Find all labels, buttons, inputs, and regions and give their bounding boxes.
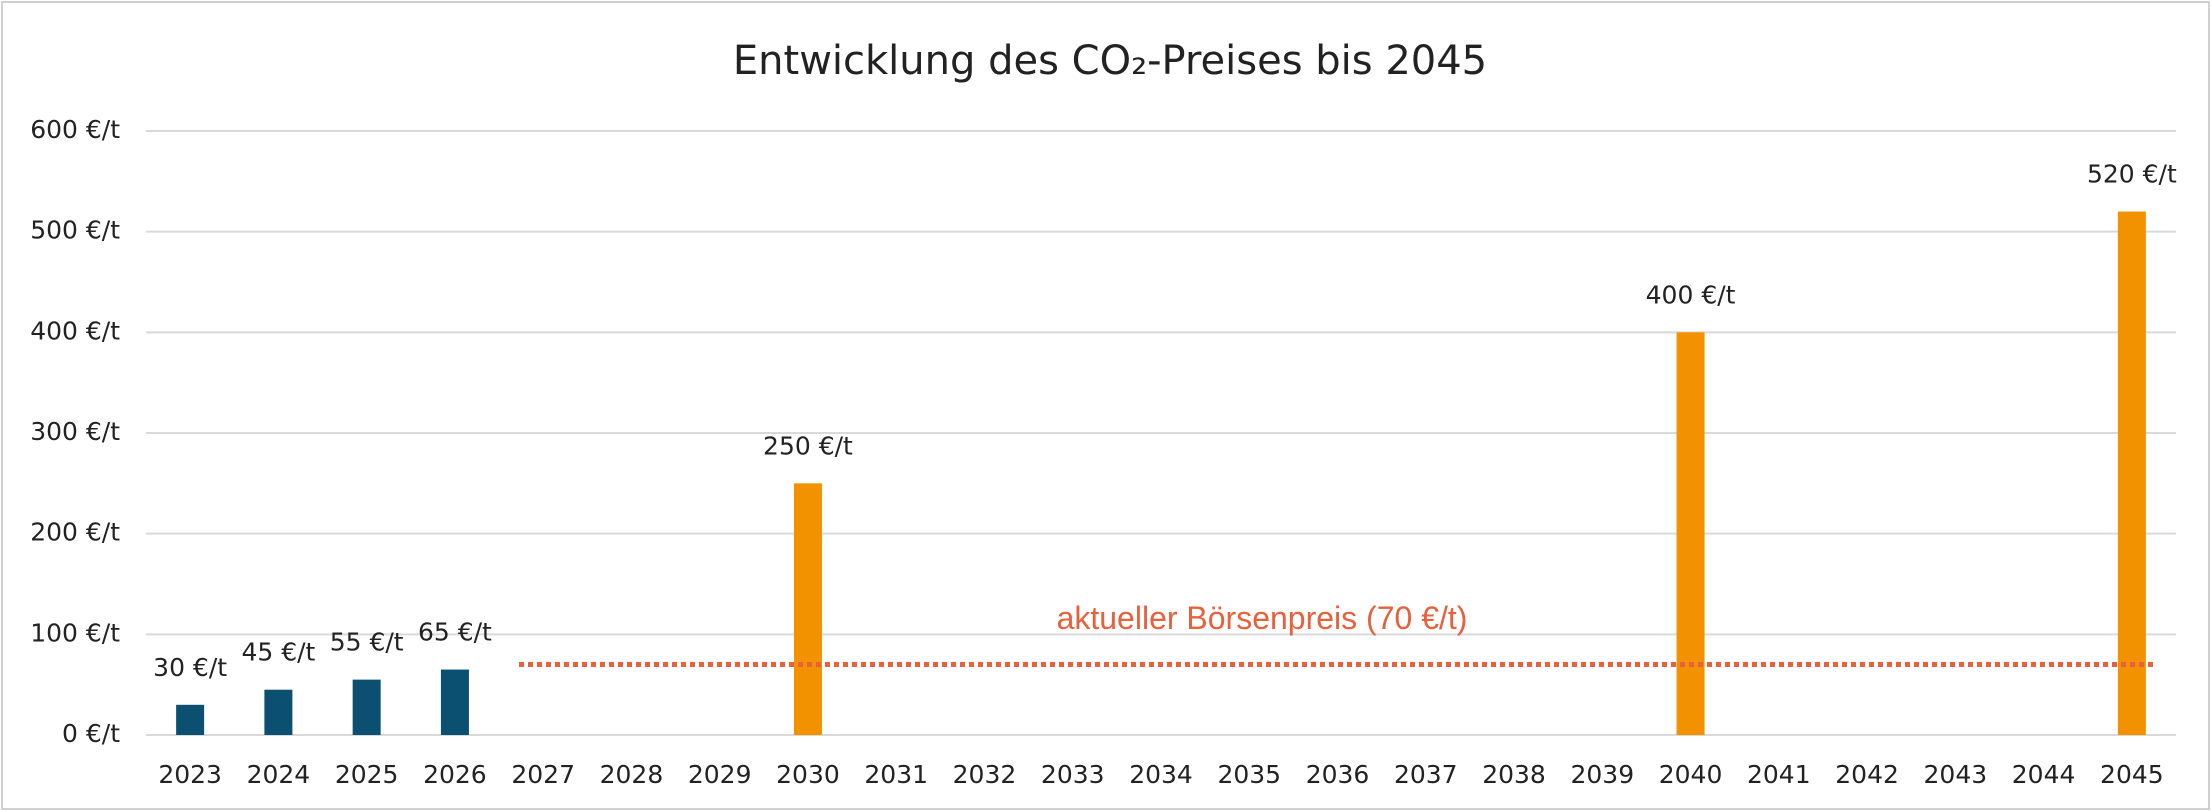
- value-label: 520 €/t: [2087, 160, 2177, 189]
- x-tick-label: 2027: [511, 760, 575, 789]
- chart-title: Entwicklung des CO₂-Preises bis 2045: [733, 38, 1487, 84]
- x-tick-label: 2037: [1394, 760, 1458, 789]
- value-label: 250 €/t: [763, 431, 853, 460]
- x-tick-label: 2034: [1129, 760, 1193, 789]
- x-tick-label: 2043: [1924, 760, 1988, 789]
- x-tick-label: 2045: [2100, 760, 2164, 789]
- x-tick-label: 2040: [1659, 760, 1723, 789]
- x-tick-label: 2031: [864, 760, 928, 789]
- y-tick-label: 500 €/t: [30, 216, 120, 245]
- x-tick-label: 2028: [600, 760, 664, 789]
- bar: [2117, 211, 2146, 736]
- x-tick-label: 2042: [1835, 760, 1899, 789]
- x-tick-label: 2036: [1306, 760, 1370, 789]
- x-tick-label: 2029: [688, 760, 752, 789]
- bar: [176, 704, 205, 735]
- x-tick-label: 2026: [423, 760, 487, 789]
- value-label: 45 €/t: [241, 638, 315, 667]
- x-tick-label: 2039: [1570, 760, 1634, 789]
- y-tick-label: 100 €/t: [30, 618, 120, 647]
- value-label: 55 €/t: [330, 628, 404, 657]
- bar: [352, 679, 381, 735]
- bar: [440, 669, 469, 735]
- x-tick-label: 2030: [776, 760, 840, 789]
- bar: [1676, 332, 1705, 735]
- y-tick-label: 200 €/t: [30, 518, 120, 547]
- y-tick-label: 300 €/t: [30, 417, 120, 446]
- x-tick-label: 2044: [2012, 760, 2076, 789]
- y-tick-label: 400 €/t: [30, 316, 120, 345]
- value-label: 65 €/t: [418, 618, 492, 647]
- y-tick-label: 0 €/t: [62, 719, 120, 748]
- x-tick-label: 2033: [1041, 760, 1105, 789]
- x-tick-label: 2032: [953, 760, 1017, 789]
- x-tick-label: 2025: [335, 760, 399, 789]
- y-tick-label: 600 €/t: [30, 115, 120, 144]
- value-label: 400 €/t: [1646, 280, 1736, 309]
- x-tick-label: 2023: [158, 760, 222, 789]
- reference-label: aktueller Börsenpreis (70 €/t): [1057, 600, 1468, 636]
- x-tick-label: 2038: [1482, 760, 1546, 789]
- x-tick-label: 2041: [1747, 760, 1811, 789]
- x-tick-label: 2024: [247, 760, 311, 789]
- x-tick-label: 2035: [1217, 760, 1281, 789]
- bar: [264, 689, 293, 735]
- bar: [793, 483, 822, 735]
- value-label: 30 €/t: [153, 653, 227, 682]
